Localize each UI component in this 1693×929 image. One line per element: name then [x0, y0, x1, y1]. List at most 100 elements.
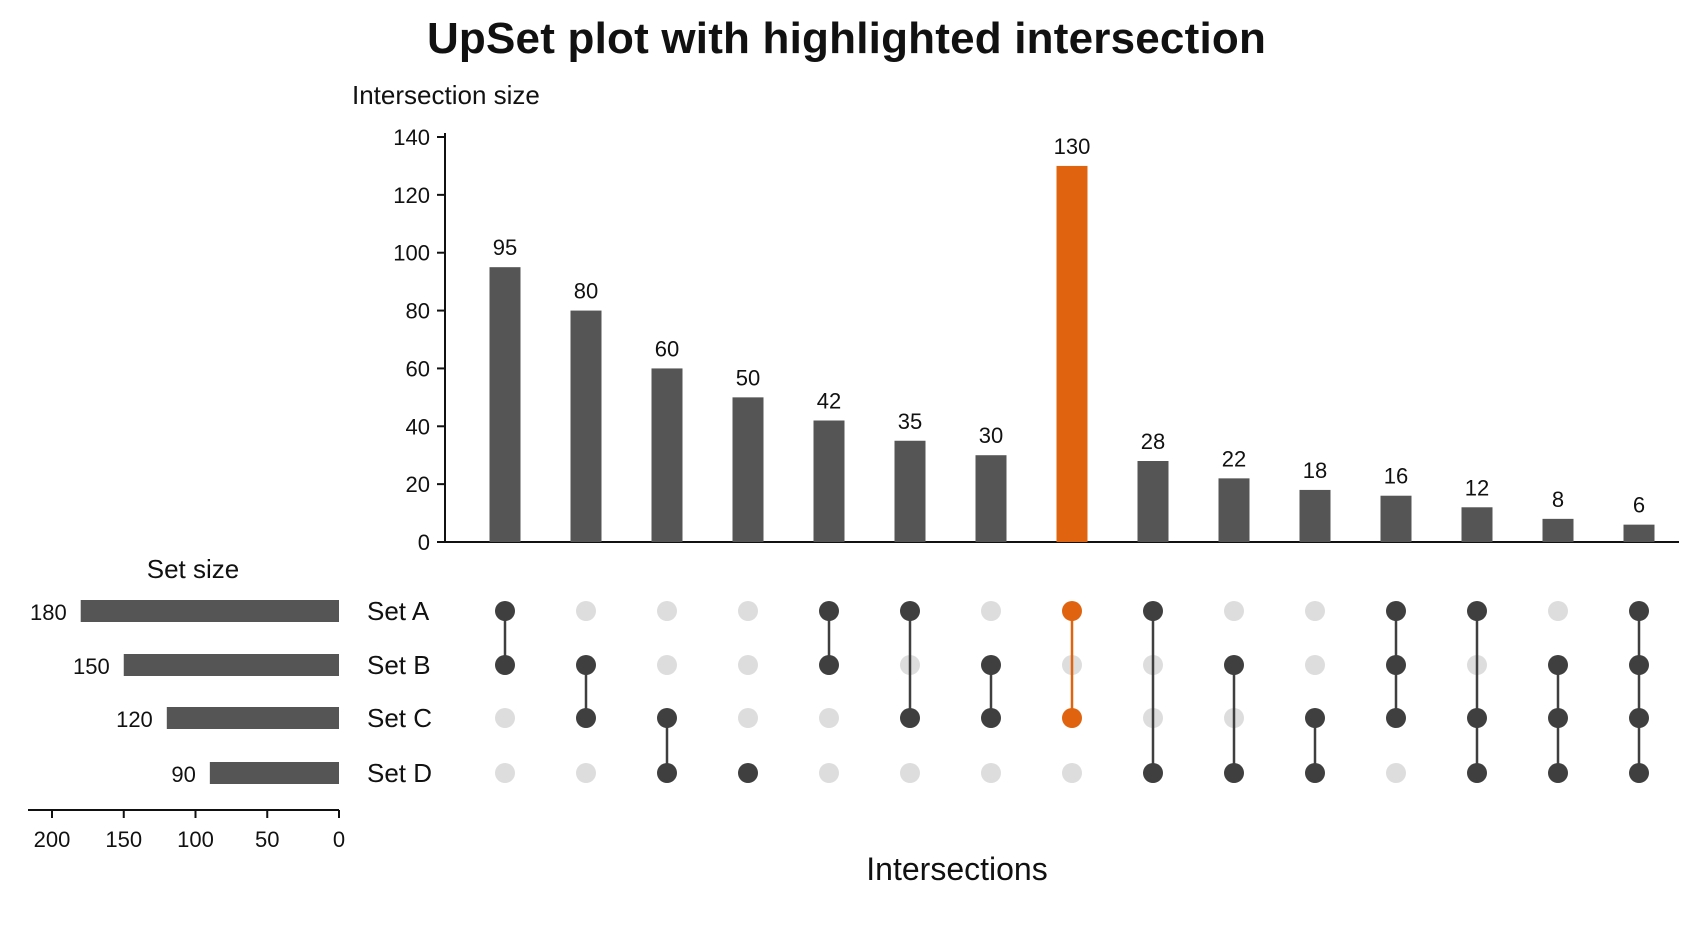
intersection-bar	[1380, 495, 1412, 542]
matrix-dot-inactive	[900, 763, 920, 783]
intersection-bar	[813, 420, 845, 542]
set-size-title: Set size	[147, 554, 240, 584]
matrix-dot-active	[1224, 763, 1244, 783]
matrix-dot-active	[1548, 708, 1568, 728]
matrix-dot-active	[1305, 708, 1325, 728]
matrix-dot-inactive	[981, 601, 1001, 621]
bar-value-label: 8	[1552, 487, 1564, 512]
matrix-dot-active	[1305, 763, 1325, 783]
set-size-bar	[209, 762, 339, 784]
matrix-dot-active	[1143, 601, 1163, 621]
set-size-tick-label: 100	[177, 827, 214, 852]
bar-value-label: 95	[493, 235, 517, 260]
matrix-dot-active	[1467, 763, 1487, 783]
intersection-bar	[1542, 518, 1574, 542]
intersection-bar	[570, 310, 602, 542]
set-size-tick-label: 200	[34, 827, 71, 852]
bar-value-label: 30	[979, 423, 1003, 448]
set-size-value-label: 120	[116, 707, 153, 732]
matrix-dot-active	[1629, 763, 1649, 783]
matrix-dot-active	[900, 601, 920, 621]
y-tick-label: 100	[393, 241, 430, 266]
matrix-dot-active	[1062, 708, 1082, 728]
matrix-dot-active	[1467, 601, 1487, 621]
matrix-dot-active	[576, 655, 596, 675]
bar-value-label: 6	[1633, 493, 1645, 518]
y-tick-label: 0	[418, 530, 430, 555]
bar-value-label: 18	[1303, 458, 1327, 483]
matrix-dot-inactive	[1062, 763, 1082, 783]
set-label: Set A	[367, 596, 430, 626]
bar-value-label: 16	[1384, 464, 1408, 489]
matrix-dot-active	[900, 708, 920, 728]
matrix-dot-inactive	[1386, 763, 1406, 783]
matrix-dot-active	[1629, 655, 1649, 675]
y-tick-label: 80	[406, 299, 430, 324]
intersection-bar	[975, 455, 1007, 542]
bar-value-label: 60	[655, 336, 679, 361]
y-tick-label: 120	[393, 183, 430, 208]
matrix-dot-active	[1548, 655, 1568, 675]
set-size-bar	[80, 600, 339, 622]
set-size-tick-label: 150	[105, 827, 142, 852]
intersection-bar	[1137, 461, 1169, 542]
intersection-bar	[651, 368, 683, 542]
matrix-dot-inactive	[576, 601, 596, 621]
y-tick-label: 140	[393, 125, 430, 150]
matrix-dot-active	[1062, 601, 1082, 621]
matrix-dot-inactive	[657, 655, 677, 675]
matrix-dot-active	[1386, 708, 1406, 728]
intersection-bar	[1461, 507, 1493, 542]
set-label: Set B	[367, 650, 431, 680]
bar-value-label: 50	[736, 365, 760, 390]
set-label: Set C	[367, 703, 432, 733]
matrix-dot-inactive	[738, 708, 758, 728]
matrix-dot-inactive	[1305, 655, 1325, 675]
set-size-bar	[123, 654, 339, 676]
matrix-dot-active	[819, 601, 839, 621]
set-size-tick-label: 0	[333, 827, 345, 852]
matrix-dot-inactive	[657, 601, 677, 621]
bar-value-label: 130	[1054, 134, 1091, 159]
matrix-dot-active	[657, 708, 677, 728]
matrix-dot-inactive	[1305, 601, 1325, 621]
intersection-bar	[489, 267, 521, 542]
set-size-value-label: 90	[171, 762, 195, 787]
matrix-dot-inactive	[819, 708, 839, 728]
set-size-bar	[166, 707, 339, 729]
bar-value-label: 35	[898, 409, 922, 434]
matrix-dot-active	[1548, 763, 1568, 783]
intersection-bar	[1218, 478, 1250, 542]
bar-value-label: 80	[574, 279, 598, 304]
intersection-bar	[1056, 165, 1088, 542]
set-label: Set D	[367, 758, 432, 788]
intersection-bar	[1299, 489, 1331, 542]
matrix-dot-inactive	[981, 763, 1001, 783]
x-axis-label: Intersections	[866, 851, 1047, 887]
matrix-dot-active	[1629, 601, 1649, 621]
y-tick-label: 20	[406, 472, 430, 497]
matrix-dot-inactive	[1548, 601, 1568, 621]
matrix-dot-active	[1386, 601, 1406, 621]
matrix-dot-inactive	[495, 708, 515, 728]
y-axis-label: Intersection size	[352, 80, 540, 110]
bar-value-label: 28	[1141, 429, 1165, 454]
matrix-dot-active	[657, 763, 677, 783]
matrix-dot-active	[1629, 708, 1649, 728]
set-size-value-label: 150	[73, 654, 110, 679]
intersection-bar	[1623, 524, 1655, 542]
bar-value-label: 42	[817, 389, 841, 414]
chart-title: UpSet plot with highlighted intersection	[426, 14, 1267, 63]
matrix-dot-inactive	[738, 601, 758, 621]
matrix-dot-active	[819, 655, 839, 675]
matrix-dot-active	[981, 655, 1001, 675]
matrix-dot-active	[1386, 655, 1406, 675]
bar-value-label: 22	[1222, 446, 1246, 471]
matrix-dot-inactive	[576, 763, 596, 783]
y-tick-label: 60	[406, 356, 430, 381]
matrix-dot-inactive	[1224, 601, 1244, 621]
matrix-dot-inactive	[495, 763, 515, 783]
matrix-dot-active	[495, 601, 515, 621]
matrix-dot-active	[981, 708, 1001, 728]
matrix-dot-inactive	[819, 763, 839, 783]
